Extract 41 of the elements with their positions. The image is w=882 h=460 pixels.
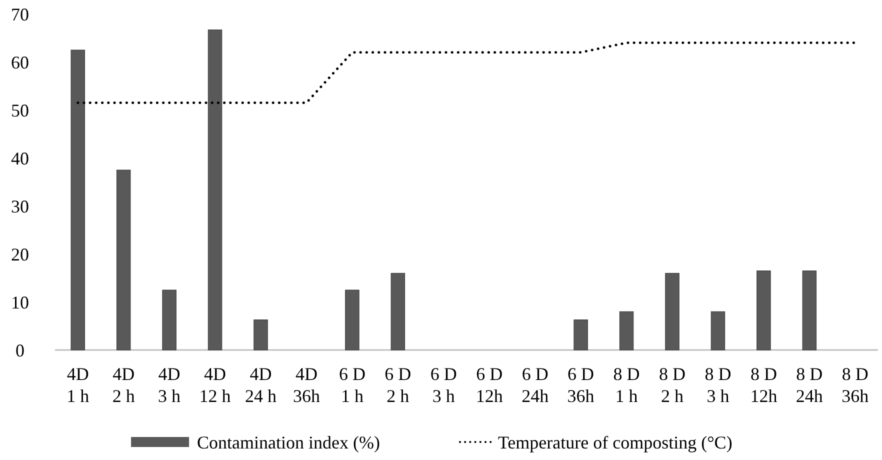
x-tick-label: 4D 12 h bbox=[199, 364, 231, 406]
x-tick-label: 8 D 2 h bbox=[659, 364, 686, 406]
bar bbox=[390, 272, 406, 350]
x-tick-label: 6 D 36h bbox=[567, 364, 594, 406]
y-tick-label: 50 bbox=[11, 100, 29, 120]
bar bbox=[756, 270, 771, 350]
x-tick-label: 8 D 3 h bbox=[704, 364, 732, 406]
x-tick-label: 4D 3 h bbox=[158, 364, 181, 406]
bar bbox=[345, 290, 360, 350]
y-tick-label: 10 bbox=[11, 292, 29, 312]
bar bbox=[665, 272, 680, 350]
x-tick-label: 4D 2 h bbox=[112, 364, 135, 406]
legend-label: Temperature of composting (°C) bbox=[498, 432, 732, 452]
x-tick-label: 8 D 24h bbox=[796, 364, 823, 406]
x-tick-label: 4D 1 h bbox=[66, 364, 90, 406]
legend-label: Contamination index (%) bbox=[197, 432, 380, 452]
x-tick-label: 6 D 12h bbox=[476, 364, 503, 406]
x-tick-label: 8 D 1 h bbox=[613, 364, 640, 406]
bar bbox=[116, 170, 131, 350]
y-tick-label: 70 bbox=[11, 4, 29, 24]
y-tick-label: 30 bbox=[11, 196, 29, 216]
x-tick-label: 6 D 3 h bbox=[430, 364, 457, 406]
bar bbox=[574, 320, 588, 350]
y-tick-label: 20 bbox=[11, 244, 29, 264]
x-tick-label: 6 D 24h bbox=[522, 364, 549, 406]
x-tick-label: 6 D 1 h bbox=[338, 364, 366, 406]
y-tick-label: 40 bbox=[11, 148, 29, 168]
bar bbox=[70, 50, 85, 350]
bar bbox=[208, 30, 222, 350]
bar bbox=[254, 320, 268, 350]
x-tick-label: 4D 24 h bbox=[245, 364, 276, 406]
y-tick-label: 0 bbox=[16, 340, 24, 360]
x-tick-label: 6 D 2 h bbox=[384, 364, 412, 406]
y-tick-label: 60 bbox=[11, 52, 29, 72]
x-tick-label: 8 D 36h bbox=[842, 364, 869, 406]
bar bbox=[802, 270, 817, 350]
x-tick-label: 4D 36h bbox=[292, 364, 320, 406]
bar bbox=[162, 290, 176, 350]
x-tick-label: 8 D 12h bbox=[750, 364, 778, 406]
bar bbox=[619, 311, 634, 350]
bar bbox=[710, 311, 726, 350]
